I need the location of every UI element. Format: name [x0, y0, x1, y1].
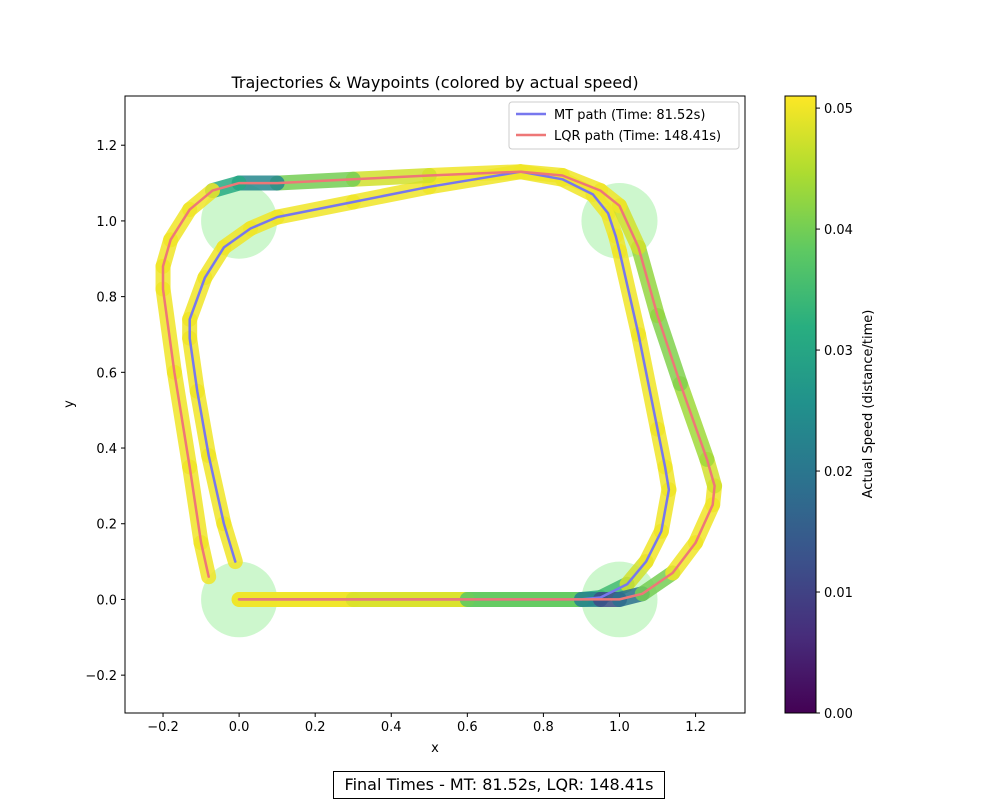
x-tick-label-2: 0.2 [305, 720, 326, 735]
colorbar-tick-label-4: 0.04 [824, 223, 853, 238]
y-axis-label: y [62, 400, 77, 408]
chart-title: Trajectories & Waypoints (colored by act… [230, 73, 638, 92]
colorbar-tick-label-0: 0.00 [824, 707, 853, 722]
lqr-path-line [161, 170, 716, 601]
colorbar-tick-label-5: 0.05 [824, 102, 853, 117]
x-tick-label-1: 0.0 [229, 720, 250, 735]
final-times-box: Final Times - MT: 81.52s, LQR: 148.41s [333, 771, 665, 799]
waypoint-4 [201, 183, 278, 259]
plot-area [124, 95, 746, 714]
plot-background [125, 96, 745, 713]
x-tick-label-3: 0.4 [381, 720, 402, 735]
x-tick-label-4: 0.6 [457, 720, 478, 735]
plot-frame [124, 95, 746, 714]
y-axis: −0.2 0.0 0.2 0.4 0.6 0.8 1.0 1.2 [85, 139, 125, 684]
x-axis-label: x [431, 741, 439, 756]
colorbar-tick-label-1: 0.01 [824, 586, 853, 601]
y-tick-label-6: 1.0 [96, 215, 117, 230]
x-tick-label-6: 1.0 [609, 720, 630, 735]
y-tick-label-4: 0.6 [96, 366, 117, 381]
legend-box [508, 101, 740, 150]
y-tick-label-3: 0.4 [96, 442, 117, 457]
colorbar-gradient [784, 95, 817, 714]
colorbar-tick-label-3: 0.03 [824, 344, 853, 359]
colorbar-label: Actual Speed (distance/time) [861, 310, 876, 499]
paths [161, 170, 716, 601]
mt-path-line [188, 170, 671, 601]
colorbar: 0.00 0.01 0.02 0.03 0.04 0.05 Actual Speed (d… [784, 95, 876, 722]
y-tick-label-1: 0.0 [96, 593, 117, 608]
legend-label-mt: MT path (Time: 81.52s) [554, 108, 705, 123]
colorbar-tick-label-2: 0.02 [824, 465, 853, 480]
legend: MT path (Time: 81.52s) LQR path (Time: 1… [508, 101, 740, 150]
y-tick-label-0: −0.2 [85, 669, 117, 684]
x-axis: −0.2 0.0 0.2 0.4 0.6 0.8 1.0 1.2 [147, 713, 706, 735]
x-tick-label-5: 0.8 [533, 720, 554, 735]
y-tick-label-5: 0.8 [96, 291, 117, 306]
y-tick-label-7: 1.2 [96, 139, 117, 154]
colorbar-ticks: 0.00 0.01 0.02 0.03 0.04 0.05 [816, 102, 853, 722]
x-tick-label-7: 1.2 [685, 720, 706, 735]
legend-label-lqr: LQR path (Time: 148.41s) [554, 129, 721, 144]
x-tick-label-0: −0.2 [147, 720, 179, 735]
y-tick-label-2: 0.2 [96, 518, 117, 533]
